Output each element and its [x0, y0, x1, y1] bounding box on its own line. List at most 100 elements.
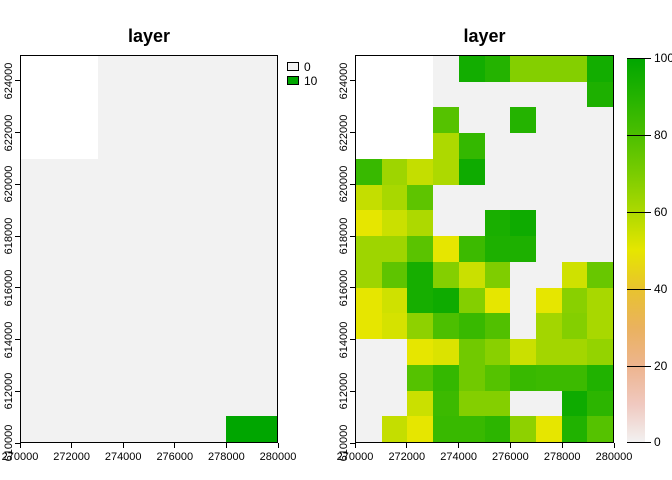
raster-cell — [46, 390, 73, 417]
raster-cell — [97, 81, 124, 108]
raster-cell — [458, 133, 485, 159]
raster-cell — [225, 287, 252, 314]
raster-cell — [21, 416, 47, 442]
raster-cell — [535, 236, 562, 262]
x-axis-tick-label: 278000 — [208, 451, 245, 463]
raster-cell — [200, 287, 226, 314]
raster-cell — [484, 416, 511, 442]
raster-cell — [21, 364, 47, 391]
x-axis-tick — [354, 443, 356, 448]
y-axis-tick — [350, 287, 355, 289]
x-axis-tick-label: 270000 — [336, 451, 374, 463]
raster-cell — [510, 339, 536, 365]
x-axis-tick-label: 272000 — [53, 451, 90, 463]
raster-cell — [458, 81, 485, 108]
x-axis-tick — [225, 443, 227, 448]
y-axis-tick-label-text: 618000 — [338, 217, 350, 255]
raster-cell — [484, 81, 511, 108]
raster-cell — [535, 210, 562, 237]
raster-cell — [174, 184, 201, 211]
raster-cell — [356, 416, 382, 442]
raster-cell — [46, 184, 73, 211]
y-axis-tick — [350, 80, 355, 82]
raster-cell — [149, 339, 175, 365]
y-axis-tick — [15, 80, 20, 82]
raster-cell — [46, 158, 73, 185]
raster-cell — [251, 287, 277, 314]
raster-cell — [356, 236, 382, 262]
raster-cell — [433, 416, 459, 442]
raster-cell — [123, 56, 149, 82]
raster-cell — [225, 184, 252, 211]
y-axis-tick — [350, 183, 355, 185]
raster-cell — [484, 133, 511, 159]
raster-cell — [72, 184, 98, 211]
x-axis-tick-label: 278000 — [543, 451, 581, 463]
raster-cell — [225, 339, 252, 365]
raster-cell — [123, 313, 149, 340]
y-axis-tick-label-text: 624000 — [338, 62, 350, 100]
raster-cell — [356, 287, 382, 314]
raster-cell — [561, 416, 588, 442]
y-axis-tick-label-text: 622000 — [338, 114, 350, 151]
y-axis-tick — [350, 442, 355, 444]
raster-cell — [433, 261, 459, 288]
raster-cell — [510, 107, 536, 134]
raster-cell — [407, 56, 434, 82]
raster-cell — [149, 236, 175, 262]
raster-cell — [21, 133, 47, 159]
x-axis-tick — [19, 443, 21, 448]
raster-cell — [381, 339, 408, 365]
raster-cell — [356, 364, 382, 391]
colorbar-tick — [627, 442, 651, 443]
raster-cell — [433, 210, 459, 237]
raster-cell — [381, 56, 408, 82]
raster-cell — [200, 364, 226, 391]
raster-cell — [225, 390, 252, 417]
raster-cell — [251, 339, 277, 365]
raster-cell — [149, 390, 175, 417]
raster-cell — [561, 81, 588, 108]
raster-cell — [561, 339, 588, 365]
raster-cell — [149, 133, 175, 159]
raster-cell — [174, 287, 201, 314]
raster-cell — [510, 158, 536, 185]
raster-cell — [97, 236, 124, 262]
raster-cell — [46, 313, 73, 340]
raster-cell — [510, 390, 536, 417]
raster-cell — [587, 287, 613, 314]
raster-cell — [72, 133, 98, 159]
raster-cell — [535, 364, 562, 391]
colorbar-tick-label: 60 — [654, 205, 668, 219]
raster-cell — [251, 133, 277, 159]
raster-cell — [458, 313, 485, 340]
raster-cell — [433, 313, 459, 340]
raster-cell — [21, 261, 47, 288]
raster-cell — [381, 236, 408, 262]
raster-cell — [149, 81, 175, 108]
raster-cell — [458, 158, 485, 185]
raster-cell — [407, 133, 434, 159]
raster-cell — [407, 313, 434, 340]
raster-cell — [587, 158, 613, 185]
raster-cell — [381, 313, 408, 340]
y-axis-tick-label-text: 618000 — [3, 217, 15, 255]
raster-cell — [535, 339, 562, 365]
raster-cell — [587, 56, 613, 82]
raster-cell — [381, 81, 408, 108]
raster-cell — [407, 339, 434, 365]
raster-cell — [356, 133, 382, 159]
raster-cell — [200, 158, 226, 185]
raster-cell — [72, 287, 98, 314]
colorbar-gradient — [627, 58, 645, 443]
raster-cell — [21, 107, 47, 134]
raster-cell — [561, 261, 588, 288]
x-axis-tick — [174, 443, 176, 448]
x-axis-tick — [122, 443, 124, 448]
y-axis-tick — [15, 235, 20, 237]
raster-cell — [433, 81, 459, 108]
raster-cell — [561, 364, 588, 391]
raster-cell — [407, 81, 434, 108]
y-axis-tick — [15, 339, 20, 341]
raster-cell — [587, 81, 613, 108]
